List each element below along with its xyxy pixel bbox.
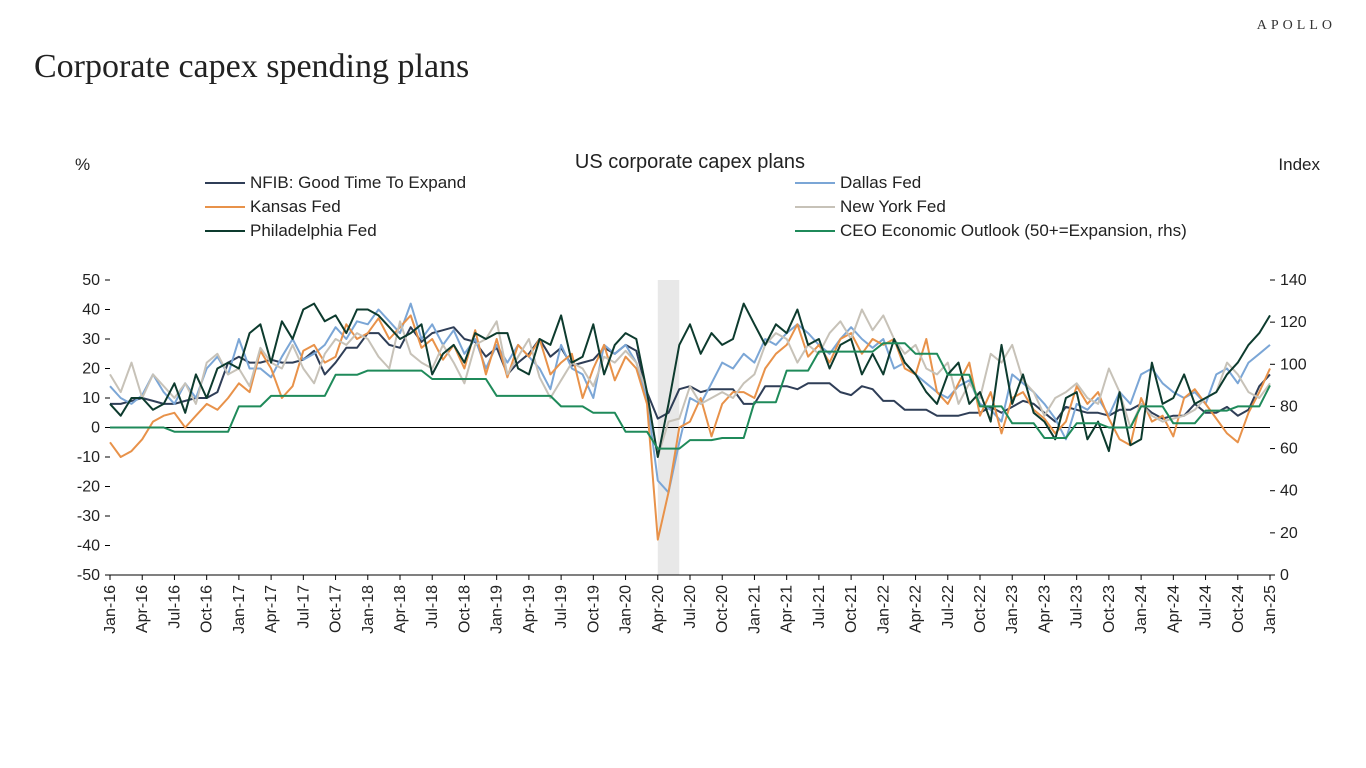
xtick: Jul-21 (811, 585, 828, 629)
xtick: Jan-16 (102, 585, 119, 634)
left-axis-label: % (75, 155, 90, 174)
xtick: Jul-16 (166, 585, 183, 629)
xtick: Jul-19 (553, 585, 570, 629)
xtick: Jul-22 (940, 585, 957, 629)
legend-item: Dallas Fed (840, 173, 921, 192)
xtick: Oct-20 (714, 585, 731, 633)
xtick: Oct-16 (199, 585, 216, 633)
ytick-left: -30 (77, 508, 100, 525)
xtick: Jul-17 (295, 585, 312, 629)
xtick: Apr-17 (263, 585, 280, 633)
xtick: Jan-24 (1133, 585, 1150, 634)
ytick-left: 0 (91, 420, 100, 437)
ytick-right: 20 (1280, 525, 1298, 542)
xtick: Jan-19 (489, 585, 506, 634)
ytick-left: 20 (82, 361, 100, 378)
xtick: Jan-22 (875, 585, 892, 634)
xtick: Apr-22 (908, 585, 925, 633)
ytick-right: 0 (1280, 567, 1289, 584)
ytick-left: -20 (77, 479, 100, 496)
ytick-right: 140 (1280, 272, 1307, 289)
xtick: Apr-18 (392, 585, 409, 633)
xtick: Apr-21 (779, 585, 796, 633)
ytick-right: 80 (1280, 398, 1298, 415)
ytick-left: -10 (77, 449, 100, 466)
xtick: Apr-16 (134, 585, 151, 633)
ytick-left: 30 (82, 331, 100, 348)
capex-chart: US corporate capex plans% Index NFIB: Good… (55, 150, 1325, 680)
xtick: Jul-18 (424, 585, 441, 629)
xtick: Oct-17 (328, 585, 345, 633)
xtick: Oct-23 (1101, 585, 1118, 633)
ytick-right: 120 (1280, 314, 1307, 331)
xtick: Oct-19 (585, 585, 602, 633)
right-axis-label: Index (1278, 155, 1320, 174)
ytick-left: -40 (77, 538, 100, 555)
legend-item: NFIB: Good Time To Expand (250, 173, 466, 192)
xtick: Jul-24 (1198, 585, 1215, 629)
page-title: Corporate capex spending plans (34, 48, 469, 86)
xtick: Apr-20 (650, 585, 667, 633)
xtick: Apr-23 (1036, 585, 1053, 633)
series-line (110, 310, 1270, 458)
xtick: Oct-22 (972, 585, 989, 633)
xtick: Oct-18 (456, 585, 473, 633)
xtick: Jan-20 (618, 585, 635, 634)
series-line (110, 304, 1270, 493)
xtick: Apr-24 (1165, 585, 1182, 633)
xtick: Jan-21 (746, 585, 763, 634)
xtick: Apr-19 (521, 585, 538, 633)
series-line (110, 327, 1270, 421)
xtick: Jan-18 (360, 585, 377, 634)
brand-logo: APOLLO (1257, 18, 1336, 34)
xtick: Jul-20 (682, 585, 699, 629)
xtick: Oct-24 (1230, 585, 1247, 633)
ytick-right: 60 (1280, 441, 1298, 458)
ytick-right: 100 (1280, 356, 1307, 373)
xtick: Jan-17 (231, 585, 248, 634)
legend-item: CEO Economic Outlook (50+=Expansion, rhs… (840, 221, 1187, 240)
xtick: Jan-25 (1262, 585, 1279, 634)
ytick-left: -50 (77, 567, 100, 584)
series-line (110, 304, 1270, 457)
ytick-left: 40 (82, 302, 100, 319)
legend-item: New York Fed (840, 197, 946, 216)
ytick-right: 40 (1280, 483, 1298, 500)
legend-item: Kansas Fed (250, 197, 341, 216)
xtick: Jan-23 (1004, 585, 1021, 634)
chart-subtitle: US corporate capex plans (575, 151, 805, 173)
ytick-left: 50 (82, 272, 100, 289)
ytick-left: 10 (82, 390, 100, 407)
legend-item: Philadelphia Fed (250, 221, 377, 240)
xtick: Jul-23 (1069, 585, 1086, 629)
xtick: Oct-21 (843, 585, 860, 633)
